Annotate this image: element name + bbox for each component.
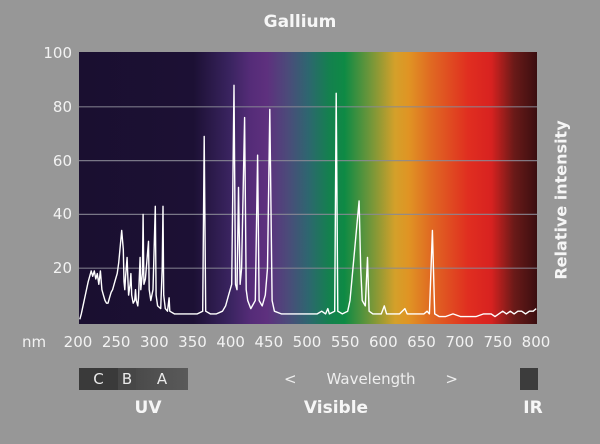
x-tick-label: 650 (407, 333, 436, 351)
x-tick-label: 600 (369, 333, 398, 351)
x-tick-label: 750 (483, 333, 513, 351)
region-visible-label: Visible (303, 398, 369, 418)
x-unit-label: nm (22, 333, 47, 351)
x-tick-label: 450 (254, 333, 284, 351)
region-ir-label: IR (523, 398, 543, 418)
x-tick-label: 350 (178, 333, 207, 351)
wavelength-axis-label: < Wavelength > (284, 370, 458, 388)
x-tick-label: 550 (330, 333, 360, 351)
uv-b-label: B (121, 370, 133, 388)
plot-area (79, 52, 537, 324)
x-tick-label: 300 (140, 333, 169, 351)
arrow-right-icon: > (445, 370, 458, 388)
y-tick-label: 40 (52, 205, 72, 224)
uv-a-band: A (136, 368, 188, 390)
spectrum-plot (79, 52, 537, 324)
x-tick-label: 400 (216, 333, 245, 351)
chart-title: Gallium (263, 12, 337, 32)
x-tick-label: 800 (521, 333, 551, 351)
spectrum-background (79, 52, 537, 324)
uv-c-band: C (79, 368, 118, 390)
y-tick-label: 60 (52, 151, 72, 170)
region-uv-label: UV (134, 398, 162, 418)
x-tick-label: 200 (63, 333, 93, 351)
ir-band (520, 368, 538, 390)
x-tick-label: 250 (101, 333, 131, 351)
arrow-left-icon: < (284, 370, 297, 388)
spectrum-trace (79, 84, 537, 320)
y-tick-label: 100 (43, 44, 72, 62)
x-tick-label: 500 (292, 333, 322, 351)
y-tick-label: 80 (52, 97, 72, 116)
wavelength-label: Wavelength (326, 370, 416, 388)
uv-b-band: B (118, 368, 136, 390)
x-tick-label: 700 (445, 333, 474, 351)
uv-a-label: A (156, 370, 168, 388)
y-tick-label: 20 (52, 259, 72, 278)
y-axis-label: Relative intensity (551, 120, 571, 280)
uv-c-label: C (93, 370, 104, 388)
